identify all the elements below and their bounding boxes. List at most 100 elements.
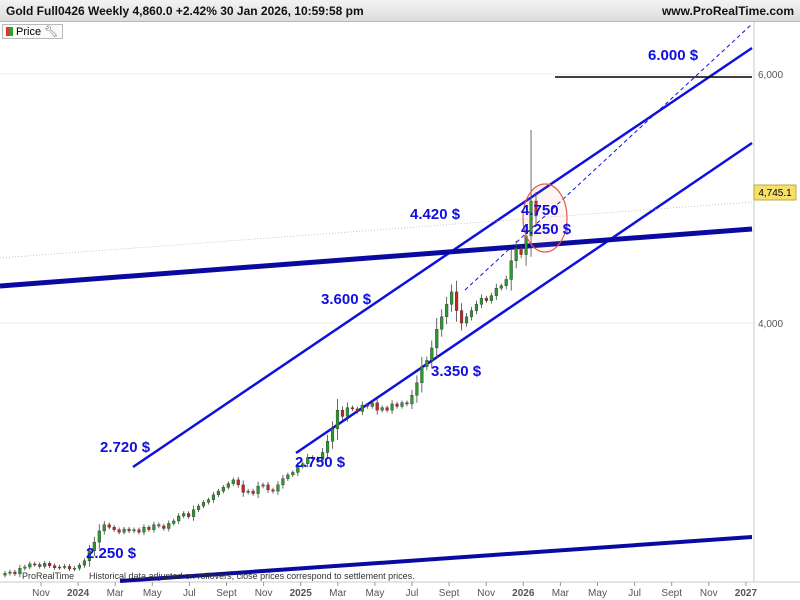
candle-body	[390, 403, 394, 411]
candle-body	[3, 573, 7, 576]
candle-body	[504, 279, 508, 286]
candle-body	[400, 402, 404, 407]
price-legend-button[interactable]: Price 🔧︎	[2, 24, 64, 39]
candle-body	[102, 524, 106, 532]
candle-body	[162, 525, 166, 529]
x-tick-label: 2027	[735, 588, 758, 599]
candle-body	[450, 291, 454, 305]
highlight-ellipse	[522, 183, 568, 253]
x-tick-label: Sept	[216, 588, 237, 599]
candle-body	[182, 513, 186, 517]
candle-body	[8, 571, 12, 574]
chart-title: Gold Full0426 Weekly 4,860.0 +2.42% 30 J…	[6, 4, 364, 18]
candle-body	[33, 563, 37, 566]
upper-channel-line	[132, 46, 753, 469]
candle-body	[58, 566, 62, 569]
annotation-2750: 2.750 $	[295, 454, 346, 471]
candle-body	[117, 529, 121, 533]
x-tick-label: Jul	[183, 588, 196, 599]
candle-body	[48, 563, 52, 566]
candle-body	[296, 465, 300, 473]
candle-body	[256, 485, 260, 494]
current-price-label: 4,745.1	[758, 188, 792, 199]
bottom-line	[119, 535, 753, 583]
candle-body	[53, 565, 57, 568]
annotation-2720: 2.720 $	[100, 439, 151, 456]
annotation-6000: 6.000 $	[648, 47, 699, 64]
candle-body	[355, 408, 359, 412]
candle-body	[430, 347, 434, 361]
x-tick-label: Jul	[628, 588, 641, 599]
candle-body	[177, 515, 181, 522]
x-tick-label: May	[588, 588, 607, 599]
annotation-4250: 4.250 $	[521, 221, 572, 238]
x-tick-label: Nov	[700, 588, 718, 599]
current-price-box	[753, 184, 797, 201]
candle-body	[211, 494, 215, 501]
price-axis: 6,000 4,000	[758, 70, 783, 330]
footer-note: Historical data adjusted on rollovers, c…	[89, 571, 415, 581]
x-tick-label: Sept	[439, 588, 460, 599]
annotation-3600: 3.600 $	[321, 291, 372, 308]
candle-body	[246, 490, 250, 493]
candle-body	[201, 502, 206, 507]
annotation-4420: 4.420 $	[410, 206, 461, 223]
price-series-swatch	[6, 27, 13, 36]
candle-body	[192, 509, 196, 517]
candle-body	[360, 404, 364, 412]
trendlines	[0, 23, 753, 583]
candle-body	[82, 560, 86, 566]
annotation-2250: 2.250 $	[86, 545, 137, 562]
candle-body	[122, 528, 126, 533]
candle-body	[435, 329, 439, 349]
candle-body	[157, 524, 161, 527]
candle-body	[281, 478, 285, 486]
candle-body	[420, 366, 424, 383]
current-price-tag: 4,745.1	[753, 184, 797, 201]
support-line	[0, 226, 753, 289]
candle-body	[380, 407, 384, 411]
candle-body	[301, 463, 305, 467]
y-tick-label: 4,000	[758, 319, 783, 330]
x-tick-label: Sept	[661, 588, 682, 599]
candle-body	[147, 527, 151, 530]
candle-body	[469, 310, 474, 317]
candle-body	[365, 404, 369, 407]
candle-body	[455, 291, 459, 311]
candle-body	[370, 402, 374, 407]
candle-body	[474, 304, 479, 311]
candle-body	[410, 395, 414, 405]
x-tick-label: May	[143, 588, 162, 599]
candle-body	[226, 483, 230, 488]
candle-body	[529, 200, 533, 237]
candle-body	[13, 571, 17, 575]
x-tick-label: Mar	[552, 588, 570, 599]
candle-body	[321, 452, 325, 461]
candle-body	[23, 566, 27, 569]
candle-body	[509, 260, 513, 280]
dashed-projection-line	[464, 23, 753, 291]
candle-body	[38, 564, 42, 567]
candle-body	[330, 428, 335, 442]
candle-body	[519, 248, 523, 255]
candle-body	[499, 285, 503, 289]
candle-body	[340, 409, 345, 417]
candle-body	[251, 490, 255, 494]
site-url[interactable]: www.ProRealTime.com	[661, 4, 794, 18]
candle-body	[172, 520, 176, 524]
wrench-icon[interactable]: 🔧︎	[44, 26, 59, 38]
candle-body	[459, 310, 464, 324]
candle-body	[395, 403, 399, 407]
candle-body	[196, 505, 201, 510]
candle-body	[216, 490, 220, 496]
candle-body	[77, 564, 82, 569]
candle-body	[221, 487, 225, 492]
price-legend-label: Price	[16, 25, 42, 38]
candle-body	[316, 458, 320, 461]
footer: ProRealTime Historical data adjusted on …	[22, 571, 415, 581]
annotations: 6.000 $ 4.420 $ 4.750 4.250 $ 3.600 $ 3.…	[86, 47, 699, 562]
candle-body	[415, 382, 419, 396]
x-tick-label: Nov	[255, 588, 273, 599]
annotation-4750: 4.750	[521, 202, 559, 219]
